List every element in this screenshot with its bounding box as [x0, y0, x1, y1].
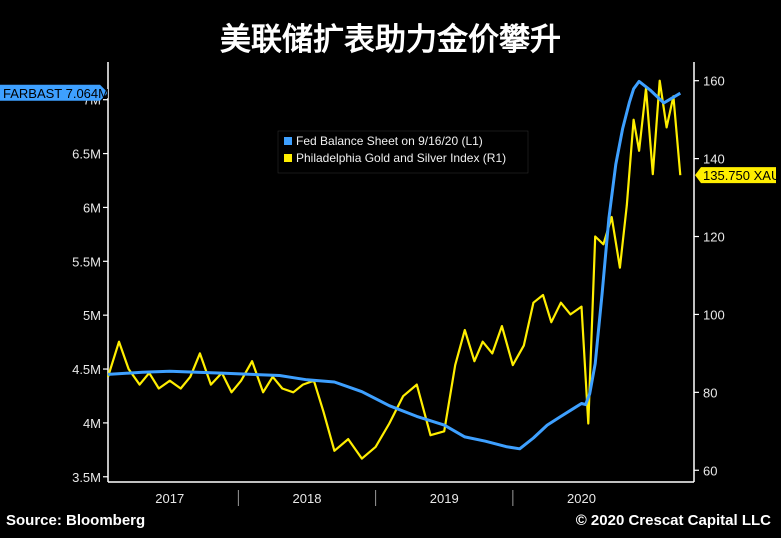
legend: Fed Balance Sheet on 9/16/20 (L1) Philade…: [277, 130, 529, 174]
legend-label: Philadelphia Gold and Silver Index (R1): [296, 151, 506, 165]
left-tick-label: 3.5M: [72, 470, 101, 485]
x-axis: 2017 2018 2019 2020: [155, 490, 596, 506]
left-tick-label: 5.5M: [72, 254, 101, 269]
last-value-tags: FARBAST 7.064M 135.750 XAU: [0, 84, 780, 184]
legend-swatch: [284, 154, 292, 162]
right-axis: 60 80 100 120 140 160: [694, 74, 725, 478]
x-category-label: 2018: [293, 491, 322, 506]
left-tick-label: 4M: [83, 416, 101, 431]
series-layer: [106, 79, 682, 460]
right-tick-label: 120: [703, 230, 725, 245]
right-tick-label: 160: [703, 74, 725, 89]
x-category-label: 2017: [155, 491, 184, 506]
chart-title: 美联储扩表助力金价攀升: [220, 22, 561, 58]
legend-swatch: [284, 137, 292, 145]
fed-last-value-tag: [0, 84, 108, 101]
right-tick-label: 100: [703, 307, 725, 322]
x-category-label: 2019: [430, 491, 459, 506]
left-tick-label: 6M: [83, 200, 101, 215]
fed-last-value-label: FARBAST 7.064M: [3, 86, 109, 101]
copyright-note: © 2020 Crescat Capital LLC: [575, 512, 771, 529]
gold-index-line: [106, 79, 682, 460]
right-tick-label: 60: [703, 463, 717, 478]
legend-box: [277, 130, 529, 174]
right-tick-label: 140: [703, 152, 725, 167]
left-tick-label: 5M: [83, 308, 101, 323]
gold-last-value-tag: [695, 167, 776, 184]
x-category-label: 2020: [567, 491, 596, 506]
right-tick-label: 80: [703, 385, 717, 400]
plot-frame: [107, 62, 695, 483]
left-tick-label: 4.5M: [72, 362, 101, 377]
left-tick-label: 6.5M: [72, 147, 101, 162]
source-note: Source: Bloomberg: [6, 512, 146, 529]
gold-last-value-label: 135.750 XAU: [703, 168, 780, 183]
legend-label: Fed Balance Sheet on 9/16/20 (L1): [296, 134, 483, 148]
fed-balance-line: [107, 79, 682, 451]
